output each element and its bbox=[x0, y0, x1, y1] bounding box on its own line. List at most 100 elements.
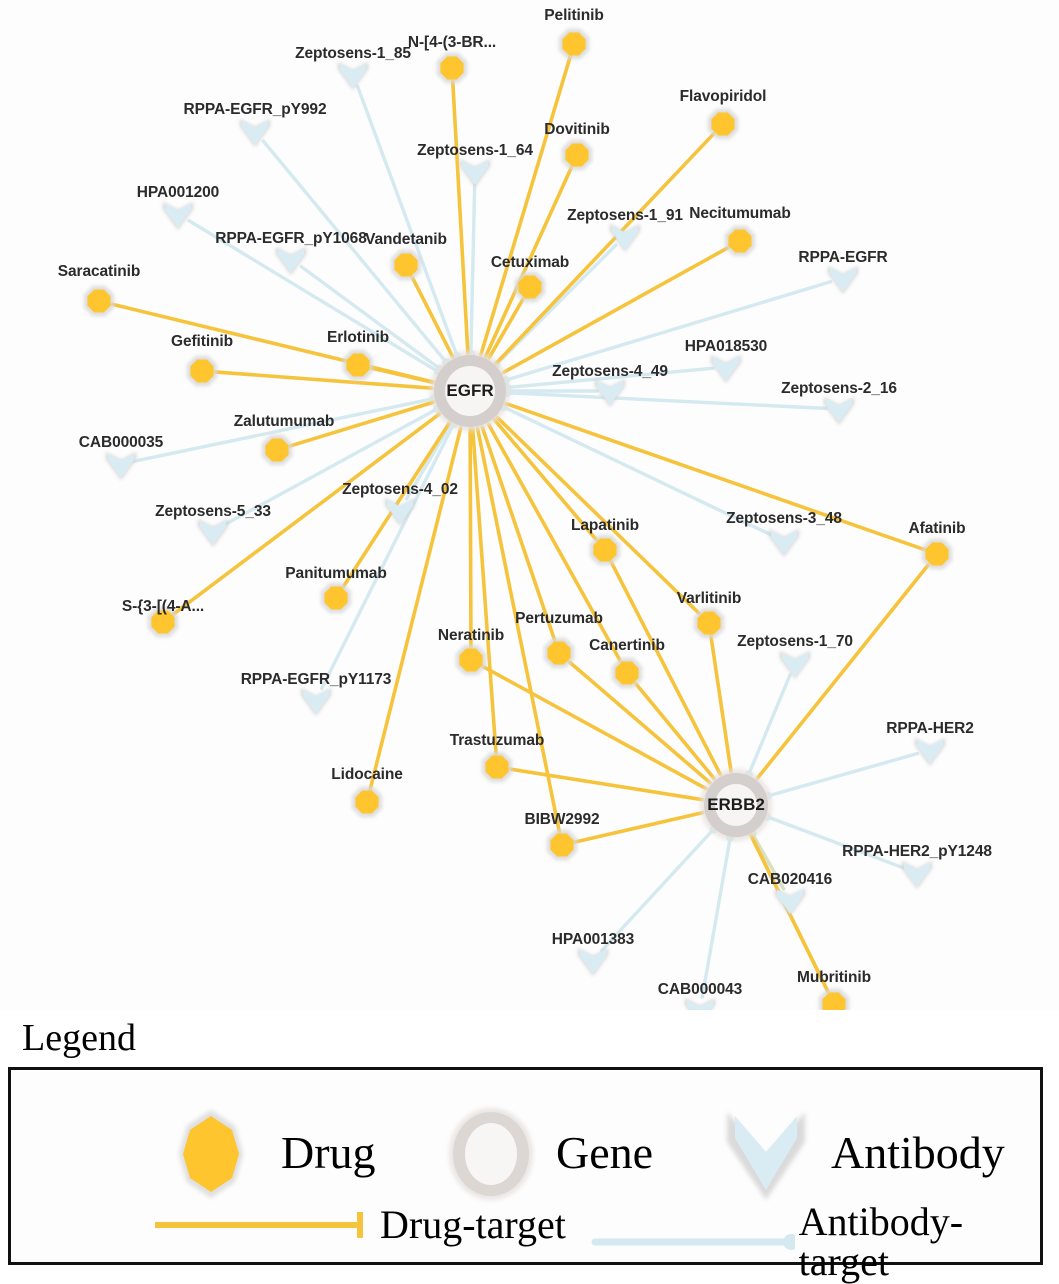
drug-node-dovitinib[interactable] bbox=[561, 139, 593, 171]
edge-rppa_her2-ERBB2[interactable] bbox=[766, 751, 920, 798]
drug-node-lidocaine[interactable] bbox=[351, 786, 383, 818]
antibody-node-zept_2_16[interactable] bbox=[823, 396, 855, 426]
edge-neratinib-EGFR[interactable] bbox=[468, 427, 473, 649]
antibody-node-rppa_her2_py1248[interactable] bbox=[901, 860, 933, 890]
antibody-node-zept_5_33[interactable] bbox=[197, 518, 229, 548]
edge-zept_1_64-EGFR[interactable] bbox=[469, 182, 477, 356]
gene-node-erbb2[interactable] bbox=[700, 769, 772, 841]
edge-zept_2_16-EGFR[interactable] bbox=[505, 391, 828, 411]
edge-trastuzumab-EGFR[interactable] bbox=[470, 427, 498, 756]
drug-node-pertuzumab[interactable] bbox=[543, 637, 575, 669]
edge-cetuximab-EGFR[interactable] bbox=[487, 296, 526, 360]
antibody-node-rppa_egfr_py1173[interactable] bbox=[300, 687, 332, 717]
edge-canertinib-EGFR[interactable] bbox=[486, 422, 623, 664]
edge-hpa001200-EGFR[interactable] bbox=[187, 219, 441, 374]
edge-varlitinib-ERBB2[interactable] bbox=[709, 634, 733, 774]
drug-node-lapatinib[interactable] bbox=[589, 534, 621, 566]
edge-varlitinib-EGFR[interactable] bbox=[495, 415, 702, 616]
antibody-node-zept_4_49[interactable] bbox=[594, 378, 626, 408]
drug-node-s3a[interactable] bbox=[147, 606, 179, 638]
edge-hpa001383-ERBB2[interactable] bbox=[600, 827, 716, 953]
edge-lidocaine-EGFR[interactable] bbox=[368, 426, 463, 792]
edge-pelitinib-EGFR[interactable] bbox=[479, 54, 573, 357]
drug-node-nbr[interactable] bbox=[436, 52, 468, 84]
edge-necitumumab-EGFR[interactable] bbox=[501, 245, 731, 375]
antibody-icon bbox=[340, 63, 366, 88]
antibody-node-rppa_egfr_py1068[interactable] bbox=[275, 246, 307, 276]
antibody-node-rppa_her2[interactable] bbox=[914, 737, 946, 767]
drug-node-varlitinib[interactable] bbox=[693, 607, 725, 639]
antibody-node-zept_1_91[interactable] bbox=[609, 223, 641, 253]
edge-zept_3_48-EGFR[interactable] bbox=[501, 405, 774, 538]
edge-canertinib-ERBB2[interactable] bbox=[633, 681, 717, 781]
antibody-node-zept_4_02[interactable] bbox=[384, 497, 416, 527]
edge-flavopiridol-EGFR[interactable] bbox=[494, 131, 716, 366]
edge-gefitinib-EGFR[interactable] bbox=[213, 370, 434, 390]
edge-zept_4_02-EGFR[interactable] bbox=[404, 421, 453, 501]
drug-node-cetuximab[interactable] bbox=[514, 271, 546, 303]
edge-nbr-EGFR[interactable] bbox=[450, 79, 470, 355]
drug-node-flavopiridol[interactable] bbox=[707, 108, 739, 140]
edge-lapatinib-ERBB2[interactable] bbox=[609, 559, 723, 777]
antibody-node-rppa_egfr[interactable] bbox=[827, 265, 859, 295]
antibody-node-hpa001383[interactable] bbox=[577, 947, 609, 977]
legend-item-gene: Gene bbox=[436, 1098, 653, 1208]
edge-afatinib-EGFR[interactable] bbox=[504, 401, 927, 552]
drug-node-neratinib[interactable] bbox=[455, 644, 487, 676]
antibody-node-hpa001200[interactable] bbox=[162, 201, 194, 231]
antibody-icon bbox=[782, 652, 808, 677]
drug-node-mubritinib[interactable] bbox=[818, 988, 850, 1010]
edge-zalutumumab-EGFR[interactable] bbox=[287, 400, 436, 448]
drug-node-pelitinib[interactable] bbox=[558, 28, 590, 60]
antibody-node-rppa_egfr_py992[interactable] bbox=[239, 118, 271, 148]
edge-afatinib-ERBB2[interactable] bbox=[755, 562, 931, 781]
drug-node-saracatinib[interactable] bbox=[83, 285, 115, 317]
drug-node-vandetanib[interactable] bbox=[390, 249, 422, 281]
antibody-node-zept_1_70[interactable] bbox=[779, 650, 811, 680]
drug-node-zalutumumab[interactable] bbox=[261, 434, 293, 466]
gene-node-egfr[interactable] bbox=[430, 351, 510, 431]
edge-zept_5_33-EGFR[interactable] bbox=[222, 406, 440, 527]
drug-icon bbox=[615, 661, 639, 685]
edge-zept_1_70-ERBB2[interactable] bbox=[746, 673, 792, 777]
drug-node-necitumumab[interactable] bbox=[724, 225, 756, 257]
edge-cab000035-EGFR[interactable] bbox=[132, 396, 436, 464]
edge-rppa_egfr-EGFR[interactable] bbox=[503, 280, 833, 382]
drug-node-bibw2992[interactable] bbox=[546, 829, 578, 861]
antibody-node-cab020416[interactable] bbox=[774, 887, 806, 917]
edge-bibw2992-EGFR[interactable] bbox=[475, 426, 562, 835]
drug-node-afatinib[interactable] bbox=[921, 538, 953, 570]
edge-rppa_egfr_py1173-EGFR[interactable] bbox=[320, 422, 456, 691]
antibody-node-zept_3_48[interactable] bbox=[768, 528, 800, 558]
antibody-icon bbox=[917, 739, 943, 764]
edge-zept_1_85-EGFR[interactable] bbox=[355, 84, 459, 358]
edge-rppa_egfr_py992-EGFR[interactable] bbox=[261, 139, 449, 365]
edge-trastuzumab-ERBB2[interactable] bbox=[508, 767, 705, 802]
antibody-node-cab000035[interactable] bbox=[105, 451, 137, 481]
antibody-node-zept_1_85[interactable] bbox=[337, 61, 369, 91]
edge-vandetanib-EGFR[interactable] bbox=[410, 274, 455, 359]
edge-hpa018530-EGFR[interactable] bbox=[505, 366, 715, 390]
edge-lapatinib-EGFR[interactable] bbox=[492, 418, 599, 542]
edge-dovitinib-EGFR[interactable] bbox=[483, 165, 574, 359]
antibody-node-cab000043[interactable] bbox=[684, 997, 716, 1010]
edge-bibw2992-ERBB2[interactable] bbox=[572, 810, 705, 844]
edge-rppa_her2_py1248-ERBB2[interactable] bbox=[765, 814, 907, 871]
antibody-icon bbox=[580, 949, 606, 974]
antibody-node-hpa018530[interactable] bbox=[710, 354, 742, 384]
drug-node-erlotinib[interactable] bbox=[342, 349, 374, 381]
drug-node-panitumumab[interactable] bbox=[320, 582, 352, 614]
edge-pertuzumab-EGFR[interactable] bbox=[480, 425, 557, 643]
drug-node-gefitinib[interactable] bbox=[186, 355, 218, 387]
drug-node-trastuzumab[interactable] bbox=[481, 751, 513, 783]
edge-s3a-EGFR[interactable] bbox=[171, 412, 442, 616]
drug-icon bbox=[822, 992, 846, 1010]
antibody-node-zept_1_64[interactable] bbox=[459, 158, 491, 188]
edge-pertuzumab-ERBB2[interactable] bbox=[567, 659, 713, 785]
edge-erlotinib-EGFR[interactable] bbox=[368, 366, 435, 385]
drug-node-canertinib[interactable] bbox=[611, 657, 643, 689]
edge-rppa_egfr_py1068-EGFR[interactable] bbox=[299, 265, 442, 371]
edge-cab000043-ERBB2[interactable] bbox=[700, 835, 732, 999]
edge-olive-cab020416[interactable] bbox=[750, 831, 786, 891]
edge-neratinib-ERBB2[interactable] bbox=[480, 664, 708, 791]
